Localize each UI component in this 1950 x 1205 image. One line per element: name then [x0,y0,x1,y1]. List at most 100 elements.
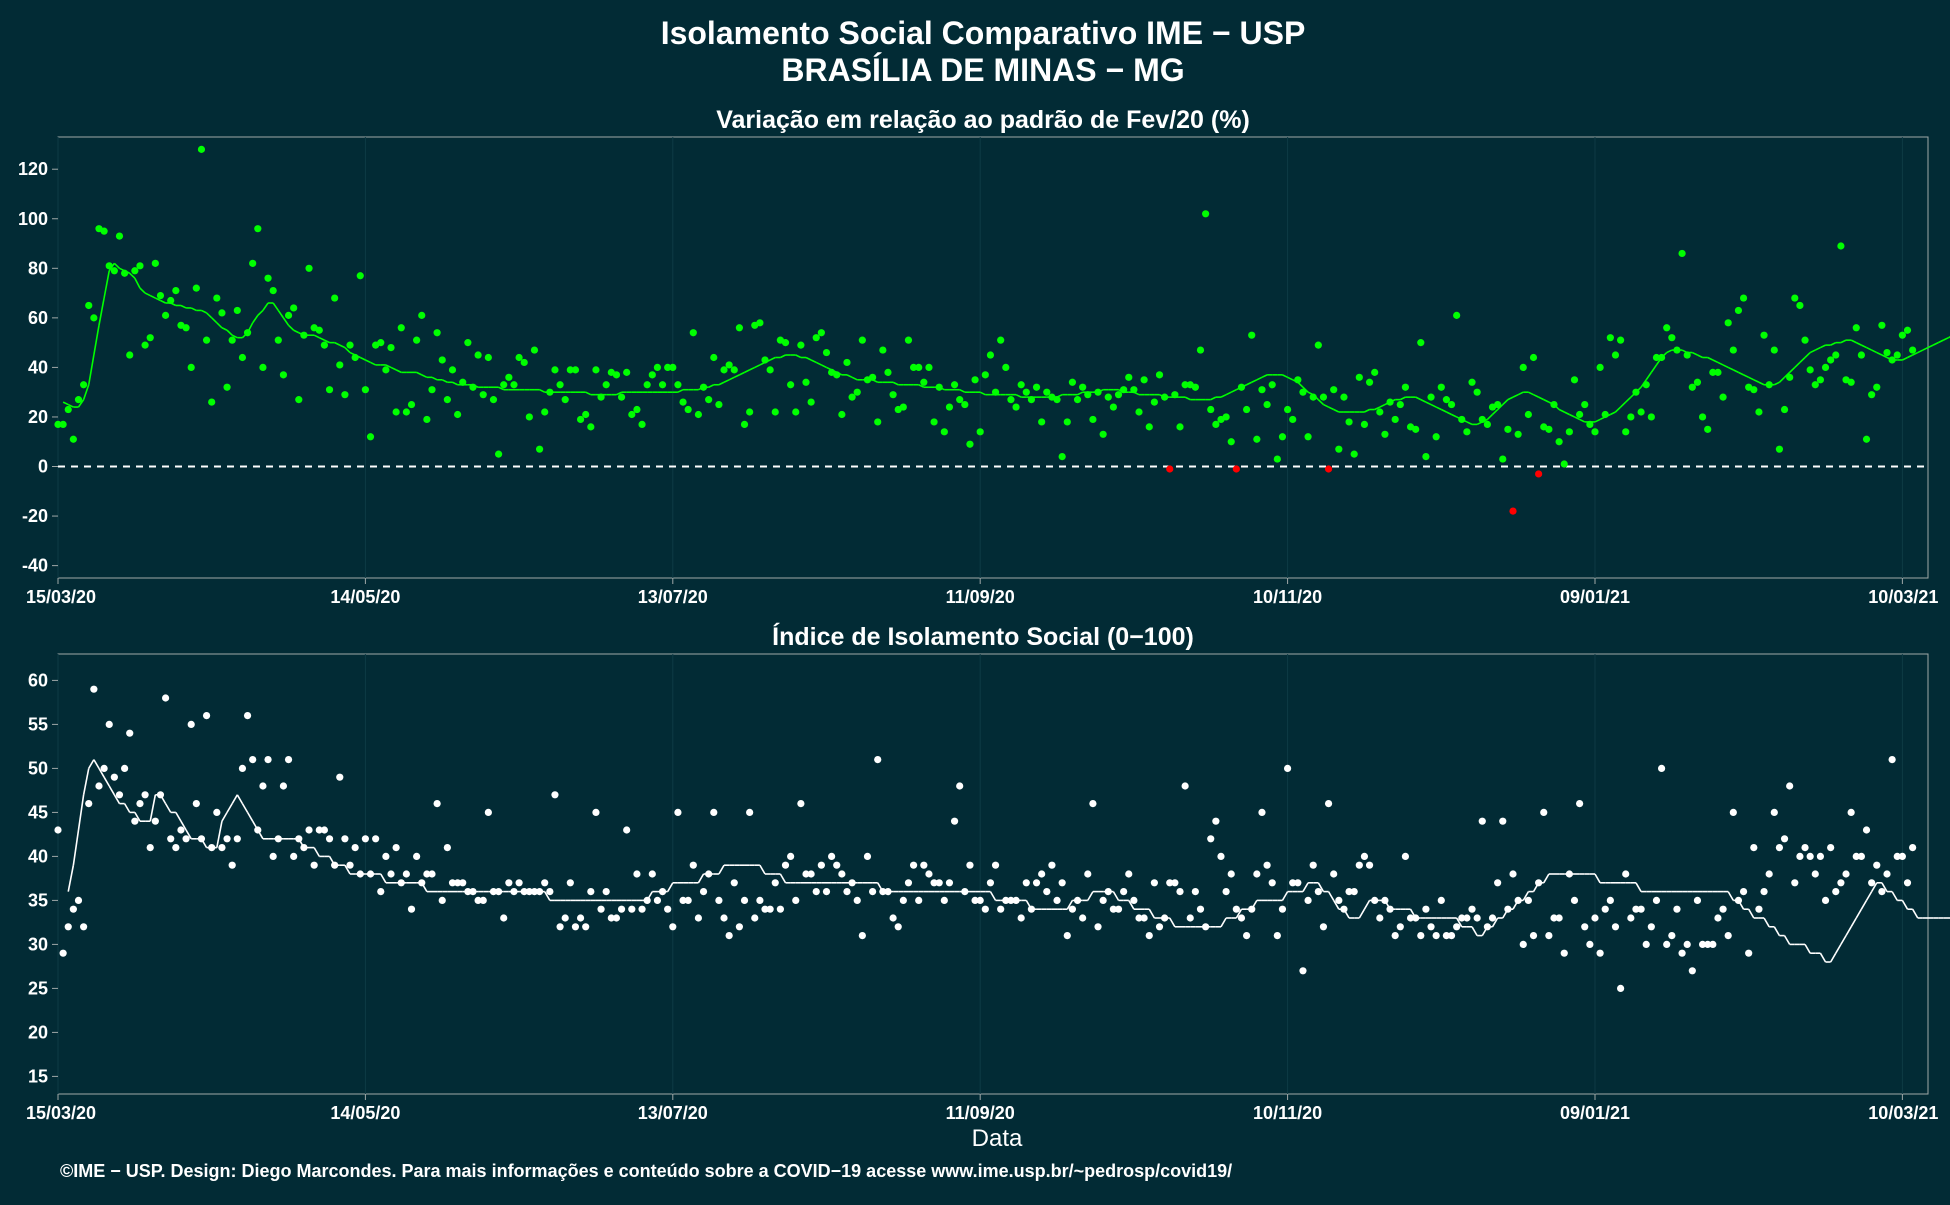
moving-average-line-segment [1481,418,1488,423]
x-tick-label: 14/05/20 [330,1103,400,1123]
moving-average-line-segment [175,811,182,822]
data-point [407,905,416,913]
data-point [843,888,851,896]
data-point [1698,940,1707,949]
data-point [930,879,938,887]
data-point [1150,398,1158,406]
moving-average-line-segment [257,829,264,840]
moving-average-line-segment [708,384,715,388]
data-point [382,366,390,374]
data-point [986,351,995,359]
data-point [1442,396,1451,404]
moving-average-line-segment [1901,899,1909,910]
data-point [202,336,211,344]
moving-average-line-segment [77,399,85,408]
moving-average-line-segment [252,314,259,324]
x-tick-label: 10/03/21 [1868,587,1938,607]
y-tick-label: 20 [28,407,48,427]
moving-average-line-segment [216,821,223,848]
moving-average-line-segment [831,369,838,374]
data-point [464,339,472,347]
moving-average-line-segment [1681,349,1688,354]
data-point [105,720,113,729]
data-point [1273,455,1281,463]
data-point [85,301,93,310]
data-point [192,800,200,808]
moving-average-line-segment [1532,882,1540,893]
data-point [356,272,364,280]
data-point [1868,879,1876,887]
data-point [182,835,190,843]
data-point [1642,940,1650,949]
moving-average-line-segment [1855,341,1862,346]
moving-average-line-segment [1850,917,1857,928]
moving-average-line-segment [764,359,771,364]
data-point [899,896,907,905]
moving-average-line-segment [313,334,320,339]
data-point [802,870,810,878]
data-point [1447,400,1456,409]
data-point [95,782,103,790]
moving-average-line-segment [344,347,351,354]
data-point [418,311,426,319]
data-point [1248,331,1256,339]
moving-average-line-segment [1594,873,1601,884]
moving-average-line-segment [1220,393,1227,398]
moving-average-line-segment [298,332,305,336]
moving-average-line-segment [206,312,213,319]
data-point [1002,363,1010,372]
moving-average-line-segment [431,376,438,381]
moving-average-line-segment [815,361,822,366]
moving-average-line-segment [892,381,899,386]
moving-average-line-segment [1610,411,1616,416]
data-point [1299,967,1307,975]
data-point [1335,896,1343,905]
moving-average-line-segment [365,359,371,364]
x-tick-label: 11/09/20 [946,1103,1015,1123]
data-point [817,861,825,869]
moving-average-line-segment [1861,344,1867,349]
data-point [1565,428,1573,436]
data-point [269,287,277,295]
data-point [1406,914,1415,922]
moving-average-line-segment [544,891,551,901]
moving-average-line-segment [103,270,111,299]
data-point [1453,923,1461,931]
data-point [336,773,344,781]
moving-average-line-segment [370,361,376,366]
data-point [1847,378,1855,386]
data-point [1068,905,1077,913]
data-point [223,383,231,391]
data-point [781,861,790,869]
moving-average-line-segment [1866,346,1872,351]
moving-average-line-segment [149,294,156,299]
moving-average-line-segment [1399,396,1406,401]
moving-average-line-segment [134,811,141,822]
data-point [1268,879,1276,887]
moving-average-line-segment [216,322,223,329]
data-point [1775,844,1784,852]
data-point [197,145,206,153]
moving-average-line-segment [1302,882,1309,893]
data-point [1739,888,1748,896]
data-point [1596,363,1604,372]
data-point [1012,403,1020,411]
data-point [259,363,267,372]
data-point [541,408,549,416]
data-point [925,363,933,372]
data-point [1104,393,1112,401]
data-point [305,264,313,272]
y-tick-label: 25 [28,978,48,998]
moving-average-line-segment [1148,908,1156,919]
moving-average-line-segment [318,336,325,341]
moving-average-line-segment [759,864,766,875]
moving-average-line-segment [1732,369,1739,374]
data-point [1463,428,1471,436]
moving-average-line-segment [349,351,356,356]
data-point [1043,888,1051,896]
data-point [858,336,866,344]
moving-average-line-segment [1650,364,1658,373]
data-point [1058,453,1066,461]
data-point [1181,782,1189,790]
moving-average-line-segment [1235,908,1243,919]
